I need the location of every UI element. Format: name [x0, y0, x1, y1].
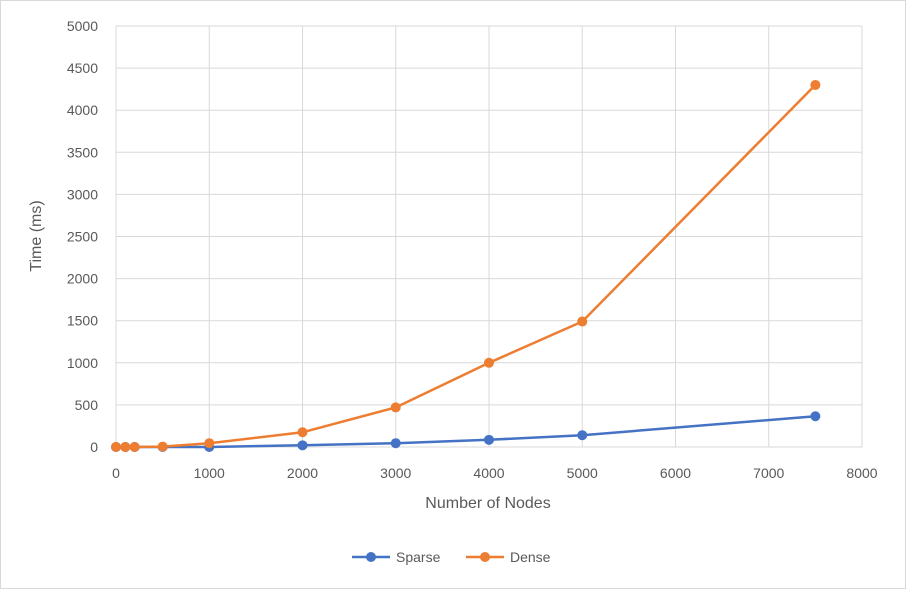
- x-tick-label: 6000: [660, 465, 691, 481]
- y-tick-label: 3500: [67, 144, 98, 160]
- x-tick-label: 3000: [380, 465, 411, 481]
- x-tick-label: 5000: [567, 465, 598, 481]
- data-point-dense: [390, 402, 401, 413]
- y-axis-title: Time (ms): [28, 200, 45, 271]
- y-tick-label: 1500: [67, 313, 98, 329]
- x-tick-label: 8000: [846, 465, 877, 481]
- data-point-dense: [297, 427, 308, 438]
- series-line-dense: [116, 84, 817, 449]
- x-tick-label: 0: [112, 465, 120, 481]
- x-tick-label: 7000: [753, 465, 784, 481]
- gridlines: [115, 25, 863, 448]
- data-point-dense: [204, 438, 215, 449]
- data-point-dense: [120, 442, 131, 452]
- y-tick-label: 3000: [67, 186, 98, 202]
- data-point-sparse: [577, 430, 588, 441]
- x-axis-title: Number of Nodes: [425, 495, 550, 512]
- legend-item-dense: Dense: [466, 549, 551, 565]
- y-tick-label: 4500: [67, 60, 98, 76]
- y-axis-tick-labels: 0 500 1000 1500 2000 2500 3000 3500 4000 4500 5000: [67, 18, 98, 455]
- y-tick-label: 2500: [67, 229, 98, 245]
- x-tick-label: 4000: [473, 465, 504, 481]
- data-point-dense: [484, 357, 494, 368]
- x-tick-label: 2000: [287, 465, 318, 481]
- legend-label: Sparse: [396, 549, 441, 565]
- legend-marker: [366, 552, 376, 562]
- legend: Sparse Dense: [352, 549, 551, 565]
- data-point-dense: [129, 442, 140, 452]
- data-point-sparse: [297, 440, 308, 451]
- legend-marker: [480, 552, 490, 562]
- data-point-dense: [111, 442, 121, 452]
- x-axis-tick-labels: 0 1000 2000 3000 4000 5000 6000 7000 8000: [112, 465, 878, 481]
- series-group: [111, 79, 821, 452]
- y-tick-label: 500: [75, 397, 99, 413]
- data-point-dense: [577, 316, 588, 327]
- y-tick-label: 2000: [67, 271, 98, 287]
- y-tick-label: 0: [90, 439, 98, 455]
- series-sparse: [111, 411, 821, 452]
- data-point-sparse: [390, 438, 401, 449]
- series-dense: [111, 79, 821, 452]
- legend-label: Dense: [510, 549, 551, 565]
- data-point-dense: [157, 441, 168, 452]
- y-tick-label: 5000: [67, 18, 98, 34]
- data-point-sparse: [810, 411, 821, 422]
- data-point-sparse: [484, 434, 494, 445]
- y-tick-label: 1000: [67, 355, 98, 371]
- y-tick-label: 4000: [67, 102, 98, 118]
- x-tick-label: 1000: [194, 465, 225, 481]
- legend-item-sparse: Sparse: [352, 549, 441, 565]
- data-point-dense: [810, 79, 821, 90]
